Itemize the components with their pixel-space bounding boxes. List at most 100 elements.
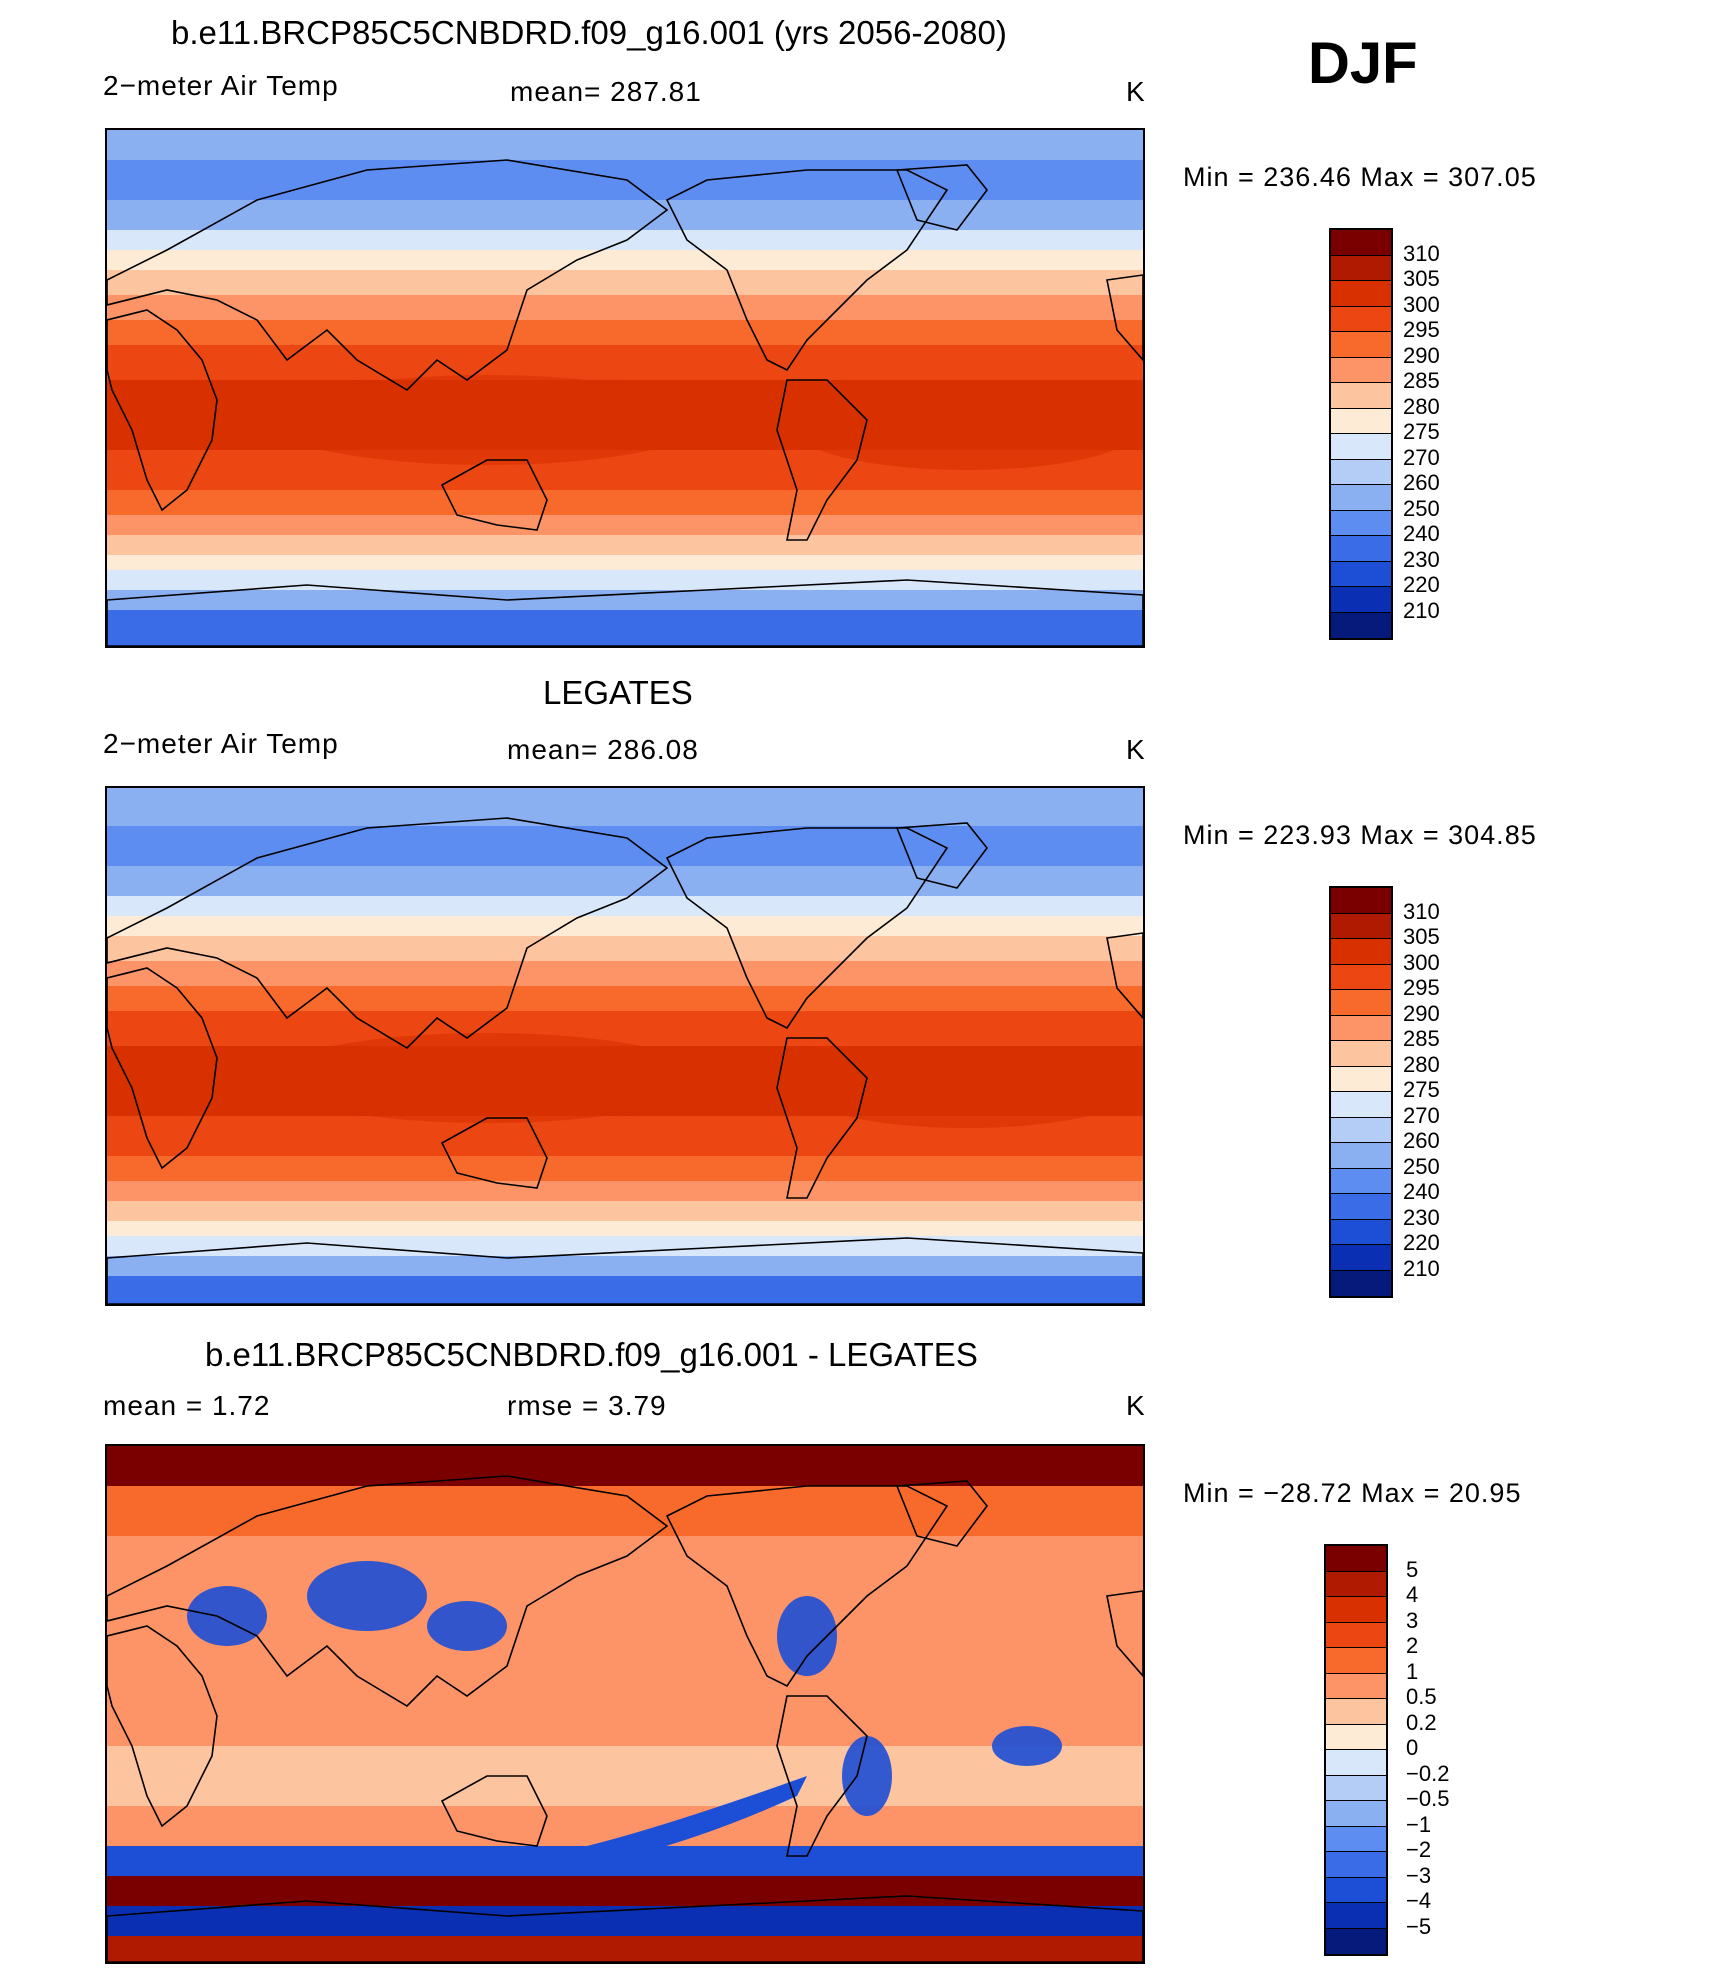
colorbar-swatch (1326, 1877, 1386, 1903)
colorbar-swatch (1326, 1673, 1386, 1699)
colorbar-swatch (1331, 459, 1391, 485)
colorbar-swatch (1331, 1066, 1391, 1092)
colorbar-swatch (1326, 1928, 1386, 1954)
colorbar-label: −0.5 (1406, 1786, 1450, 1811)
colorbar-label: 310 (1403, 898, 1440, 924)
colorbar-swatch (1331, 1143, 1391, 1169)
colorbar-swatch (1331, 230, 1391, 256)
colorbar-label: −2 (1406, 1837, 1432, 1862)
panel1-minmax: Min = 236.46 Max = 307.05 (1183, 162, 1537, 192)
colorbar-swatch (1331, 888, 1391, 914)
colorbar-label: 270 (1403, 444, 1440, 470)
panel1-title: b.e11.BRCP85C5CNBDRD.f09_g16.001 (yrs 20… (171, 14, 1007, 51)
colorbar-swatch (1326, 1571, 1386, 1597)
colorbar-label: −3 (1406, 1862, 1432, 1888)
colorbar-label: 300 (1403, 291, 1440, 317)
colorbar-swatch (1331, 1168, 1391, 1194)
colorbar-label: 280 (1403, 393, 1440, 419)
panel2-title: LEGATES (543, 674, 693, 711)
colorbar-label: 295 (1403, 975, 1440, 1000)
colorbar-label: 260 (1403, 1128, 1440, 1153)
colorbar-label: 4 (1406, 1582, 1419, 1607)
panel2-variable: 2−meter Air Temp (103, 728, 339, 759)
colorbar-swatch (1331, 510, 1391, 536)
panel1-variable: 2−meter Air Temp (103, 70, 339, 101)
colorbar-label: 210 (1403, 1255, 1440, 1281)
panel3-units: K (1126, 1390, 1146, 1421)
colorbar-label: 2 (1406, 1633, 1419, 1658)
colorbar-label: 230 (1403, 546, 1440, 572)
colorbar-label: 220 (1403, 1230, 1440, 1255)
colorbar-label: 290 (1403, 1000, 1440, 1026)
panel3-minmax: Min = −28.72 Max = 20.95 (1183, 1478, 1522, 1508)
colorbar-swatch (1331, 1092, 1391, 1118)
colorbar-swatch (1326, 1903, 1386, 1929)
colorbar-label: 275 (1403, 1077, 1440, 1102)
colorbar-label: 230 (1403, 1204, 1440, 1230)
colorbar-label: 280 (1403, 1051, 1440, 1077)
colorbar-label: 250 (1403, 495, 1440, 521)
colorbar-label: 0.2 (1406, 1709, 1437, 1735)
colorbar-swatch (1331, 913, 1391, 939)
colorbar-swatch (1331, 306, 1391, 332)
colorbar-label: −5 (1406, 1913, 1432, 1939)
colorbar-label: 310 (1403, 240, 1440, 266)
colorbar-swatch (1331, 587, 1391, 613)
colorbar-swatch (1331, 1219, 1391, 1245)
colorbar-swatch (1331, 1270, 1391, 1296)
panel2-units: K (1126, 734, 1146, 765)
colorbar-label: 5 (1406, 1556, 1419, 1582)
colorbar-swatch (1331, 561, 1391, 587)
panel1-units: K (1126, 76, 1146, 107)
colorbar-swatch (1331, 408, 1391, 434)
colorbar-swatch (1326, 1724, 1386, 1750)
panel3-rmse: rmse = 3.79 (507, 1390, 667, 1421)
colorbar-swatch (1331, 990, 1391, 1016)
colorbar-label: 240 (1403, 521, 1440, 546)
panel2-minmax: Min = 223.93 Max = 304.85 (1183, 820, 1537, 850)
colorbar-swatch (1326, 1622, 1386, 1648)
colorbar-label: 285 (1403, 368, 1440, 393)
colorbar-label: 290 (1403, 342, 1440, 368)
panel3-map (105, 1444, 1145, 1964)
colorbar-label: 305 (1403, 266, 1440, 291)
colorbar-swatch (1326, 1597, 1386, 1623)
colorbar-label: 0.5 (1406, 1684, 1437, 1709)
colorbar-swatch (1331, 1117, 1391, 1143)
colorbar-swatch (1326, 1546, 1386, 1572)
colorbar-swatch (1326, 1801, 1386, 1827)
panel2-mean: mean= 286.08 (507, 734, 699, 765)
panel3-title: b.e11.BRCP85C5CNBDRD.f09_g16.001 - LEGAT… (205, 1336, 978, 1373)
colorbar-swatch (1326, 1699, 1386, 1725)
panel2-colorbar (1329, 886, 1393, 1298)
colorbar-label: 260 (1403, 470, 1440, 495)
colorbar-label: 220 (1403, 572, 1440, 597)
colorbar-swatch (1331, 1245, 1391, 1271)
panel3-mean: mean = 1.72 (103, 1390, 271, 1421)
panel2-map (105, 786, 1145, 1306)
colorbar-swatch (1331, 357, 1391, 383)
colorbar-swatch (1326, 1750, 1386, 1776)
colorbar-label: 250 (1403, 1153, 1440, 1179)
colorbar-swatch (1331, 255, 1391, 281)
colorbar-label: 210 (1403, 597, 1440, 623)
colorbar-swatch (1331, 964, 1391, 990)
colorbar-label: −4 (1406, 1888, 1432, 1913)
panel1-colorbar (1329, 228, 1393, 640)
colorbar-label: −1 (1406, 1811, 1432, 1837)
colorbar-label: 240 (1403, 1179, 1440, 1204)
colorbar-swatch (1326, 1775, 1386, 1801)
colorbar-label: 300 (1403, 949, 1440, 975)
colorbar-label: 285 (1403, 1026, 1440, 1051)
season-label: DJF (1308, 31, 1418, 96)
colorbar-swatch (1331, 1015, 1391, 1041)
colorbar-swatch (1331, 332, 1391, 358)
colorbar-swatch (1326, 1852, 1386, 1878)
colorbar-label: 295 (1403, 317, 1440, 342)
colorbar-label: 0 (1406, 1735, 1419, 1760)
colorbar-swatch (1331, 383, 1391, 409)
colorbar-label: 270 (1403, 1102, 1440, 1128)
panel3-colorbar (1324, 1544, 1388, 1956)
panel1-map (105, 128, 1145, 648)
colorbar-swatch (1331, 939, 1391, 965)
